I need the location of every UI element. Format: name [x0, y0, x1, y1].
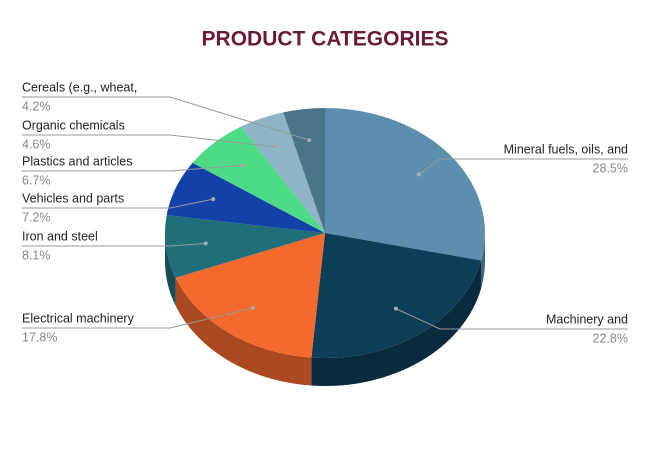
slice-label: Electrical machinery — [22, 311, 135, 325]
slice-side — [311, 260, 482, 386]
pie-slice — [311, 233, 482, 358]
slice-value-label: 17.8% — [22, 330, 57, 344]
pie-slice — [240, 112, 325, 233]
slice-value-label: 6.7% — [22, 173, 51, 187]
slice-label: Plastics and articles — [22, 154, 132, 168]
leader-dot — [239, 163, 244, 168]
leader-dot — [250, 305, 255, 310]
slice-side — [165, 233, 176, 306]
pie-sides — [165, 233, 485, 386]
leader-dot — [203, 241, 208, 246]
slice-label: Machinery and — [546, 312, 628, 326]
slice-label: Organic chemicals — [22, 118, 125, 132]
leader-line — [418, 158, 628, 175]
leader-line — [22, 164, 243, 172]
leader-line — [22, 307, 254, 329]
leader-dot — [393, 306, 398, 311]
slice-value-label: 4.2% — [22, 99, 51, 113]
leader-dot — [416, 172, 421, 177]
pie-tops — [165, 108, 485, 358]
pie-slice — [165, 215, 325, 278]
slice-value-label: 4.6% — [22, 137, 51, 151]
leaders — [22, 96, 628, 330]
slice-side — [481, 233, 485, 289]
slice-label: Iron and steel — [22, 229, 98, 243]
leader-dot — [275, 144, 280, 149]
slice-value-label: 22.8% — [593, 331, 628, 345]
slice-value-label: 8.1% — [22, 248, 51, 262]
pie-slice — [175, 233, 325, 358]
pie-slice — [166, 162, 325, 233]
slice-label: Mineral fuels, oils, and — [504, 142, 628, 156]
slice-label: Vehicles and parts — [22, 191, 124, 205]
leader-line — [22, 134, 278, 148]
leader-dot — [211, 197, 216, 202]
leader-line — [22, 198, 214, 209]
slice-value-label: 7.2% — [22, 210, 51, 224]
slice-side — [175, 277, 312, 386]
leader-line — [22, 242, 206, 247]
pie-slice — [283, 108, 325, 233]
slice-label: Cereals (e.g., wheat, — [22, 80, 137, 94]
slice-value-label: 28.5% — [593, 161, 628, 175]
leader-dot — [307, 138, 312, 143]
leader-line — [22, 96, 310, 141]
pie-slice — [192, 126, 325, 233]
chart-title: PRODUCT CATEGORIES — [202, 28, 449, 51]
pie-slice — [325, 108, 485, 261]
leader-line — [395, 308, 628, 330]
